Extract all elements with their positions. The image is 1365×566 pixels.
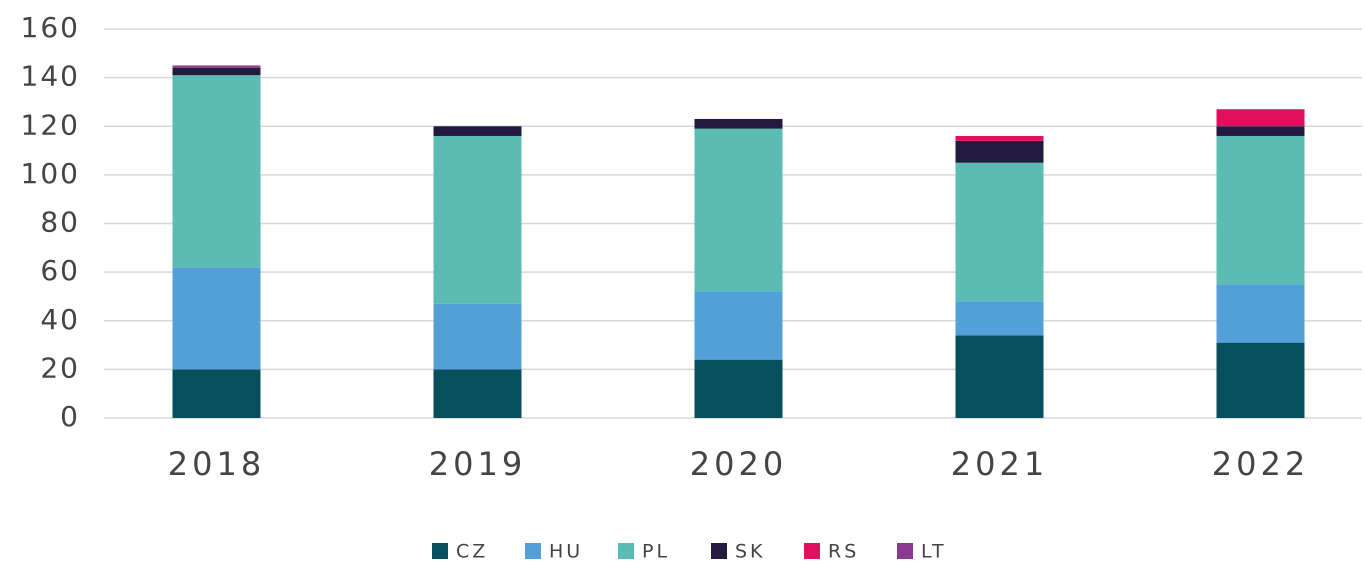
x-tick-label: 2021	[951, 445, 1048, 483]
y-tick-label: 100	[21, 157, 80, 190]
legend-label: LT	[921, 541, 947, 563]
bar-segment	[433, 303, 522, 370]
legend-label: PL	[642, 541, 670, 563]
bar-segment	[955, 335, 1044, 418]
legend-label: RS	[828, 541, 859, 563]
bar-segment	[1216, 126, 1305, 136]
bar-segment	[955, 301, 1044, 336]
bar-segment	[1216, 284, 1305, 343]
bar-segment	[694, 128, 783, 292]
legend-swatch	[432, 543, 448, 559]
legend-label: SK	[735, 541, 766, 563]
legend-label: HU	[549, 541, 583, 563]
x-tick-label: 2018	[168, 445, 265, 483]
bar-segment	[955, 135, 1044, 141]
y-tick-label: 80	[40, 206, 80, 239]
legend-swatch	[618, 543, 634, 559]
bar-segment	[694, 118, 783, 129]
legend-swatch	[804, 543, 820, 559]
bar-segment	[172, 75, 261, 268]
bar-segment	[433, 126, 522, 136]
bar-segment	[1216, 109, 1305, 127]
bar-segment	[694, 291, 783, 360]
bar-segment	[694, 359, 783, 418]
y-tick-label: 40	[40, 303, 80, 336]
x-tick-label: 2022	[1212, 445, 1309, 483]
y-tick-label: 60	[40, 254, 80, 287]
bar-segment	[1216, 342, 1305, 418]
y-tick-label: 0	[60, 400, 80, 433]
y-tick-label: 20	[40, 351, 80, 384]
bar-segment	[172, 67, 261, 76]
y-tick-label: 160	[21, 11, 80, 44]
bar-segment	[172, 369, 261, 418]
y-tick-label: 120	[21, 108, 80, 141]
bar-segment	[433, 135, 522, 304]
bar-segment	[172, 65, 261, 68]
bar-segment	[955, 162, 1044, 302]
legend-swatch	[897, 543, 913, 559]
legend-swatch	[711, 543, 727, 559]
x-tick-label: 2020	[690, 445, 787, 483]
legend-label: CZ	[456, 541, 488, 563]
bar-segment	[1216, 135, 1305, 285]
bar-segment	[955, 140, 1044, 163]
legend-swatch	[525, 543, 541, 559]
x-tick-label: 2019	[429, 445, 526, 483]
bar-segment	[172, 267, 261, 370]
bar-segment	[433, 369, 522, 418]
y-tick-label: 140	[21, 60, 80, 93]
